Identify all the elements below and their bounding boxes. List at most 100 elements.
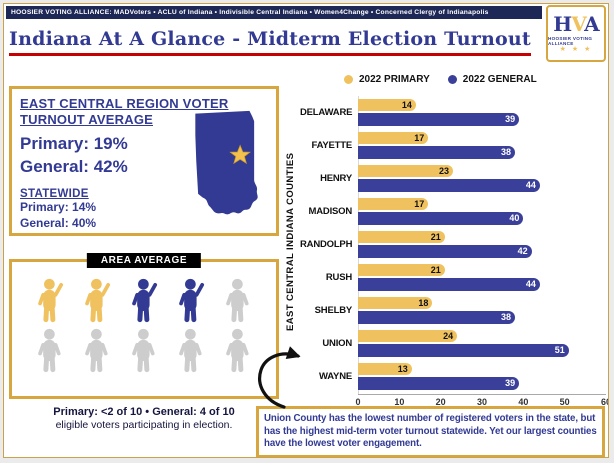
legend-item-general: 2022 GENERAL <box>447 74 537 85</box>
legend-dot-icon <box>344 75 353 84</box>
general-bar: 42 <box>358 245 532 258</box>
chart-row-union: UNION 24 51 <box>300 327 606 360</box>
bar-value: 38 <box>501 312 512 322</box>
x-tick: 20 <box>435 397 446 407</box>
x-tick: 60 <box>600 397 608 407</box>
hva-logo-stars: ★ ★ ★ <box>559 45 593 53</box>
general-bar: 44 <box>358 278 540 291</box>
area-average-box: AREA AVERAGE <box>9 253 279 399</box>
union-county-note-text: Union County has the lowest number of re… <box>264 413 597 450</box>
general-bar: 39 <box>358 113 520 126</box>
union-county-note: Union County has the lowest number of re… <box>256 406 605 457</box>
arrow-to-union-icon <box>258 346 301 409</box>
statewide-general-value: General: 40% <box>20 215 97 230</box>
chart-row-henry: HENRY 23 44 <box>300 162 606 195</box>
bar-value: 39 <box>505 114 516 124</box>
page-title: Indiana At A Glance - Midterm Election T… <box>9 28 531 56</box>
bar-value: 17 <box>414 198 425 209</box>
chart-row-randolph: RANDOLPH 21 42 <box>300 228 606 261</box>
legend-dot-icon <box>447 75 457 84</box>
chart-row-shelby: SHELBY 18 38 <box>300 294 606 327</box>
general-bar: 38 <box>358 311 516 324</box>
x-tick: 40 <box>518 397 529 407</box>
partner-header-text: HOOSIER VOTING ALLIANCE: MADVoters • ACL… <box>11 9 489 16</box>
bar-value: 14 <box>401 99 412 110</box>
region-general-value: General: 42% <box>20 157 128 177</box>
chart-x-axis: 0 10 20 30 40 50 60 <box>355 394 608 407</box>
person-icon <box>179 278 205 323</box>
bar-value: 18 <box>418 297 429 308</box>
caption-detail: eligible voters participating in electio… <box>55 419 233 431</box>
chart-y-axis-label: EAST CENTRAL INDIANA COUNTIES <box>285 152 296 331</box>
people-grid <box>12 262 276 378</box>
statewide-primary-value: Primary: 14% <box>20 200 97 215</box>
county-label: RUSH <box>325 272 352 283</box>
bar-value: 44 <box>525 279 536 289</box>
bar-value: 23 <box>439 165 450 176</box>
county-label: SHELBY <box>314 305 353 316</box>
infographic-card: HOOSIER VOTING ALLIANCE: MADVoters • ACL… <box>3 3 609 458</box>
general-bar: 38 <box>358 146 516 159</box>
chart-legend: 2022 PRIMARY 2022 GENERAL <box>344 74 537 85</box>
indiana-map-icon <box>186 105 270 225</box>
region-primary-value: Primary: 19% <box>20 134 128 154</box>
primary-bar: 17 <box>358 198 429 210</box>
bar-value: 51 <box>554 345 565 355</box>
person-icon <box>132 328 155 373</box>
general-bar: 39 <box>358 377 520 390</box>
primary-bar: 24 <box>358 330 458 342</box>
legend-label: 2022 PRIMARY <box>359 74 430 85</box>
bar-value: 13 <box>397 363 408 374</box>
county-label: MADISON <box>308 206 353 217</box>
bar-value: 24 <box>443 330 454 341</box>
primary-bar: 14 <box>358 99 416 111</box>
bar-value: 44 <box>525 180 536 190</box>
bar-value: 40 <box>509 213 520 223</box>
chart-row-madison: MADISON 17 40 <box>300 195 606 228</box>
person-icon <box>226 278 249 323</box>
partner-header: HOOSIER VOTING ALLIANCE: MADVoters • ACL… <box>6 6 542 19</box>
bar-value: 38 <box>501 147 512 157</box>
county-label: WAYNE <box>319 371 352 382</box>
person-icon <box>84 278 110 323</box>
person-icon <box>226 328 249 373</box>
county-label: RANDOLPH <box>300 239 353 250</box>
x-tick: 50 <box>559 397 570 407</box>
region-averages: Primary: 19% General: 42% <box>20 133 268 179</box>
area-average-label: AREA AVERAGE <box>86 253 202 268</box>
primary-bar: 21 <box>358 264 445 276</box>
chart-row-rush: RUSH 21 44 <box>300 261 606 294</box>
person-icon <box>84 328 108 373</box>
chart-row-wayne: WAYNE 13 39 <box>300 360 606 393</box>
county-label: DELAWARE <box>300 107 353 118</box>
primary-bar: 18 <box>358 297 433 309</box>
person-icon <box>179 328 202 373</box>
primary-bar: 13 <box>358 363 412 375</box>
county-label: FAYETTE <box>311 140 353 151</box>
person-icon <box>37 328 61 373</box>
turnout-bar-chart: DELAWARE 14 39 FAYETTE 17 38 HENRY 23 44 MADISON 1… <box>300 96 606 393</box>
chart-row-fayette: FAYETTE 17 38 <box>300 129 606 162</box>
chart-row-delaware: DELAWARE 14 39 <box>300 96 606 129</box>
area-average-caption: Primary: <2 of 10 • General: 4 of 10 eli… <box>9 406 279 431</box>
hva-logo: HVA HOOSIER VOTING ALLIANCE ★ ★ ★ <box>546 5 606 62</box>
indiana-shape <box>195 110 258 215</box>
county-label: UNION <box>322 338 352 349</box>
bar-value: 39 <box>505 378 516 388</box>
bar-value: 17 <box>414 132 425 143</box>
primary-bar: 17 <box>358 132 429 144</box>
hva-monogram: HVA <box>553 11 599 36</box>
caption-ratios: Primary: <2 of 10 • General: 4 of 10 <box>53 406 235 418</box>
region-turnout-box: EAST CENTRAL REGION VOTER TURNOUT AVERAG… <box>9 86 279 236</box>
x-tick: 10 <box>394 397 405 407</box>
bar-value: 21 <box>430 231 441 242</box>
x-tick: 30 <box>476 397 488 407</box>
hva-logo-name: HOOSIER VOTING ALLIANCE <box>548 35 593 46</box>
bar-value: 42 <box>517 246 528 256</box>
county-label: HENRY <box>320 173 352 184</box>
primary-bar: 23 <box>358 165 454 177</box>
east-central-star-icon <box>229 144 251 165</box>
general-bar: 40 <box>358 212 524 225</box>
person-icon <box>37 278 63 323</box>
legend-label: 2022 GENERAL <box>462 74 537 85</box>
